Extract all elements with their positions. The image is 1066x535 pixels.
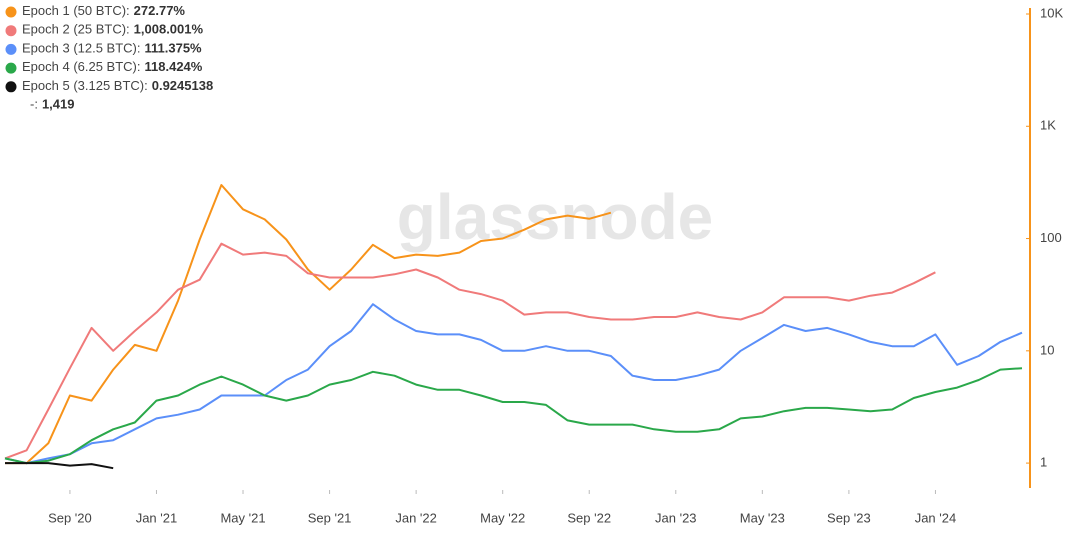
extra-value: 1,419 <box>42 97 75 112</box>
x-tick-label: Jan '23 <box>655 510 697 525</box>
legend-name: Epoch 4 (6.25 BTC): <box>22 60 141 75</box>
legend-name: Epoch 5 (3.125 BTC): <box>22 78 148 93</box>
y-tick-label: 1K <box>1040 118 1056 133</box>
series-line <box>4 303 1023 465</box>
x-tick-label: Jan '24 <box>915 510 957 525</box>
y-tick-label: 1 <box>1040 455 1047 470</box>
legend-name: Epoch 3 (12.5 BTC): <box>22 41 141 56</box>
legend-value: 0.9245138 <box>152 78 213 93</box>
legend-name: Epoch 1 (50 BTC): <box>22 3 130 18</box>
x-tick-label: Sep '20 <box>48 510 92 525</box>
extra-label: -: <box>30 97 38 112</box>
legend-entry: Epoch 1 (50 BTC): 272.77% <box>22 3 185 18</box>
legend-value: 1,008.001% <box>134 22 204 37</box>
series-line <box>4 242 936 460</box>
x-tick-label: Sep '23 <box>827 510 871 525</box>
legend-entry: Epoch 2 (25 BTC): 1,008.001% <box>22 22 203 37</box>
y-tick-label: 10 <box>1040 342 1054 357</box>
x-tick-label: Jan '21 <box>136 510 178 525</box>
x-tick-label: Sep '22 <box>567 510 611 525</box>
x-tick-label: May '23 <box>740 510 785 525</box>
legend-marker <box>5 43 17 55</box>
legend-value: 272.77% <box>134 3 186 18</box>
legend-entry: Epoch 3 (12.5 BTC): 111.375% <box>22 41 202 56</box>
series-line <box>5 184 612 465</box>
extra-entry: -: 1,419 <box>30 97 75 112</box>
x-tick-label: May '21 <box>220 510 265 525</box>
x-tick-label: Sep '21 <box>308 510 352 525</box>
legend-value: 118.424% <box>145 60 203 75</box>
legend-marker <box>5 6 17 18</box>
plot-area: 1 10 100 1K 10K Sep '20 Jan '21 May '21 Sep '21 J… <box>4 5 1063 525</box>
legend-name: Epoch 2 (25 BTC): <box>22 22 130 37</box>
legend-marker <box>5 81 17 93</box>
series-line <box>5 462 114 470</box>
legend-entry: Epoch 5 (3.125 BTC): 0.9245138 <box>22 78 213 93</box>
series-line <box>4 367 1023 465</box>
legend-marker <box>5 62 17 74</box>
x-tick-label: May '22 <box>480 510 525 525</box>
legend: Epoch 1 (50 BTC): 272.77% Epoch 2 (25 BTC)… <box>5 3 213 112</box>
legend-marker <box>5 25 17 37</box>
legend-entry: Epoch 4 (6.25 BTC): 118.424% <box>22 60 203 75</box>
y-tick-label: 100 <box>1040 230 1062 245</box>
y-tick-label: 10K <box>1040 5 1063 20</box>
x-tick-label: Jan '22 <box>395 510 437 525</box>
legend-value: 111.375% <box>145 41 203 56</box>
